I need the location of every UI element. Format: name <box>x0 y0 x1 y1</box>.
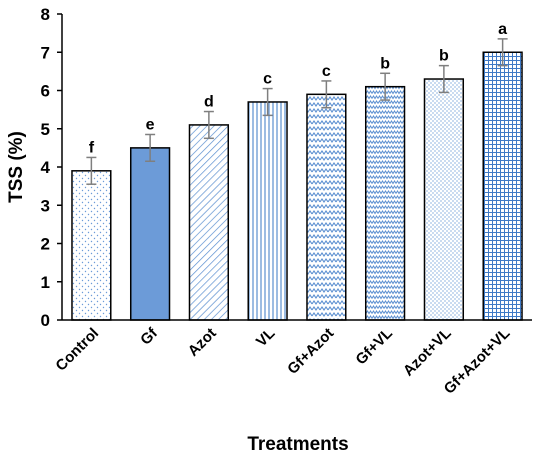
significance-letter-gf-plus-azot-plus-vl: a <box>498 21 507 38</box>
bar-gf-plus-vl <box>364 85 406 321</box>
bar-azot-plus-vl <box>423 78 465 321</box>
y-ticks-layer: 0 1 2 3 4 5 6 7 8 <box>41 5 62 330</box>
x-tick-label-azot-plus-vl: Azot+VL <box>400 325 455 380</box>
error-bar-gf-plus-vl <box>380 72 391 101</box>
y-tick-label-8: 8 <box>41 5 50 24</box>
x-tick-labels-layer: Control Gf Azot VL Gf+Azot Gf+VL Azot+VLGf+Azo… <box>52 324 513 397</box>
significance-letter-gf: e <box>146 116 155 133</box>
bar-vl <box>247 101 288 321</box>
x-tick-label-gf: Gf <box>137 324 162 349</box>
y-tick-label-5: 5 <box>41 120 50 139</box>
error-bars-layer <box>86 38 508 185</box>
bar-control <box>71 170 112 321</box>
x-axis-title: Treatments <box>247 434 348 455</box>
y-tick-label-7: 7 <box>41 43 50 62</box>
error-bar-control <box>86 156 97 185</box>
error-bar-azot <box>203 110 214 140</box>
x-tick-label-azot: Azot <box>185 325 220 360</box>
significance-letter-azot-plus-vl: b <box>439 48 449 65</box>
error-bar-gf <box>145 133 156 163</box>
y-axis-title: TSS (%) <box>6 131 27 203</box>
bar-azot <box>188 124 230 321</box>
y-tick-label-3: 3 <box>41 196 50 215</box>
error-bar-vl <box>262 87 273 117</box>
significance-letter-azot: d <box>204 94 214 111</box>
error-bar-azot-plus-vl <box>438 64 449 94</box>
x-tick-label-control: Control <box>52 325 102 375</box>
significance-letter-gf-plus-vl: b <box>380 55 390 72</box>
significance-letter-gf-plus-azot: c <box>322 63 331 80</box>
y-tick-label-0: 0 <box>41 311 50 330</box>
x-tick-label-gf-plus-vl: Gf+VL <box>352 325 396 369</box>
x-tick-label-vl: VL <box>253 325 279 351</box>
y-tick-label-1: 1 <box>41 273 50 292</box>
y-tick-label-4: 4 <box>41 158 51 177</box>
y-tick-label-6: 6 <box>41 82 50 101</box>
bar-gf-plus-azot-plus-vl <box>482 51 523 321</box>
significance-letter-vl: c <box>263 71 272 88</box>
significance-letter-control: f <box>89 139 95 156</box>
error-bar-gf-plus-azot-plus-vl <box>497 38 508 67</box>
bars-layer <box>71 51 523 321</box>
y-tick-label-2: 2 <box>41 235 50 254</box>
bar-gf <box>129 147 171 321</box>
x-tick-label-gf-plus-azot: Gf+Azot <box>284 325 337 378</box>
bar-gf-plus-azot <box>306 93 347 321</box>
error-bar-gf-plus-azot <box>321 80 332 109</box>
significance-letters-layer: f e d c c b b a <box>89 21 507 157</box>
